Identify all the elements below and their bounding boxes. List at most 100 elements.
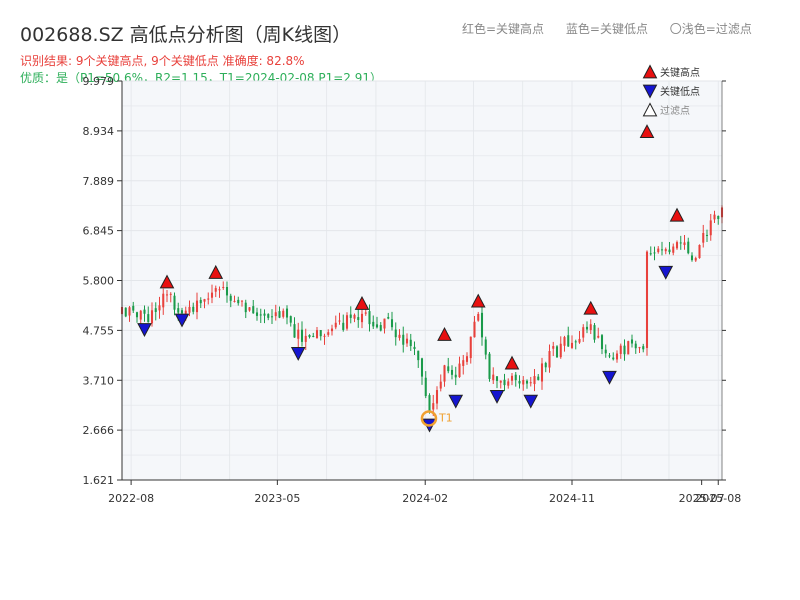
candle: [233, 295, 236, 303]
candle-body: [495, 376, 499, 381]
candle-body: [180, 310, 184, 314]
candle: [540, 357, 544, 390]
candle-body: [570, 342, 574, 348]
t1-marker: [420, 410, 438, 427]
candle-body: [679, 242, 682, 244]
candle-body: [604, 349, 607, 354]
candle-body: [443, 365, 446, 382]
candle-body: [349, 314, 352, 318]
candle-body: [165, 294, 169, 296]
candle-body: [488, 353, 491, 379]
candle-body: [252, 306, 255, 314]
candle-body: [218, 289, 221, 291]
candle: [308, 334, 311, 339]
candle-body: [537, 376, 540, 380]
legend-marker: [642, 84, 658, 99]
candle: [312, 332, 315, 338]
candle: [162, 288, 165, 315]
candle: [570, 335, 574, 350]
candle: [589, 319, 592, 335]
candle-body: [439, 381, 442, 389]
candle: [548, 344, 551, 373]
candle: [529, 376, 532, 387]
candle: [289, 315, 292, 327]
candle-body: [454, 374, 457, 378]
high-point-marker: [208, 264, 224, 279]
candle-body: [210, 292, 214, 298]
candle-body: [248, 307, 251, 311]
header-legend-blue: 蓝色=关键低点: [565, 22, 648, 36]
candle: [619, 343, 622, 359]
candle-body: [690, 255, 694, 261]
candle: [394, 322, 397, 346]
candle: [488, 351, 491, 382]
candle-body: [255, 312, 259, 316]
candle-body: [364, 312, 367, 314]
candle-body: [300, 329, 304, 342]
candle-body: [660, 249, 664, 251]
candle-body: [135, 312, 139, 318]
candle-body: [702, 232, 705, 243]
candle-body: [308, 334, 311, 338]
candle: [417, 350, 420, 368]
candle: [338, 312, 341, 325]
t1-label: T1: [438, 411, 453, 424]
candle-body: [653, 252, 656, 254]
candle: [604, 344, 607, 358]
candle-body: [184, 310, 187, 314]
candle: [360, 309, 364, 329]
candle: [135, 311, 139, 323]
candle: [210, 284, 214, 304]
candle-body: [529, 382, 532, 384]
candle-body: [263, 313, 266, 316]
candle-body: [593, 325, 596, 340]
candle: [158, 296, 161, 319]
candle-body: [394, 329, 397, 338]
candle: [255, 307, 259, 321]
candle: [514, 372, 517, 387]
candle-body: [717, 215, 720, 220]
candle: [372, 315, 375, 329]
candle-body: [334, 322, 337, 328]
candle: [409, 333, 412, 351]
candle: [563, 335, 566, 352]
candle-body: [315, 330, 319, 339]
candle: [405, 333, 409, 347]
candle: [195, 292, 199, 320]
candle-body: [563, 337, 566, 346]
candle-body: [698, 244, 701, 259]
candle-body: [150, 310, 154, 324]
candle-body: [600, 335, 604, 350]
candle: [199, 297, 202, 309]
chart-title: 002688.SZ 高低点分析图（周K线图）: [20, 24, 352, 46]
candle: [402, 326, 405, 353]
legend-label: 过滤点: [660, 104, 690, 117]
candle: [555, 345, 559, 358]
candle-body: [244, 302, 247, 313]
candle: [510, 372, 514, 386]
candle: [267, 313, 270, 321]
candle: [387, 312, 390, 320]
candle-body: [687, 241, 690, 254]
header-legend: 红色=关键高点 蓝色=关键低点 〇浅色=过滤点: [462, 20, 770, 37]
candle-body: [342, 322, 345, 330]
candle: [259, 308, 262, 323]
candle: [499, 380, 502, 389]
y-tick-label: 2.666: [83, 424, 115, 437]
candle: [578, 331, 581, 344]
candle-body: [623, 345, 626, 355]
candle-body: [229, 295, 232, 301]
candle-body: [154, 308, 157, 312]
high-point-marker: [470, 293, 486, 308]
candle: [683, 234, 686, 250]
candle: [454, 366, 457, 386]
candle: [585, 321, 589, 334]
candle: [653, 246, 656, 261]
candle-body: [657, 248, 660, 253]
candle-body: [683, 242, 686, 245]
candle: [649, 246, 652, 256]
candle: [709, 213, 712, 241]
candle: [672, 243, 675, 256]
x-tick-label: 2024-11: [549, 492, 595, 505]
candle-body: [480, 312, 484, 338]
